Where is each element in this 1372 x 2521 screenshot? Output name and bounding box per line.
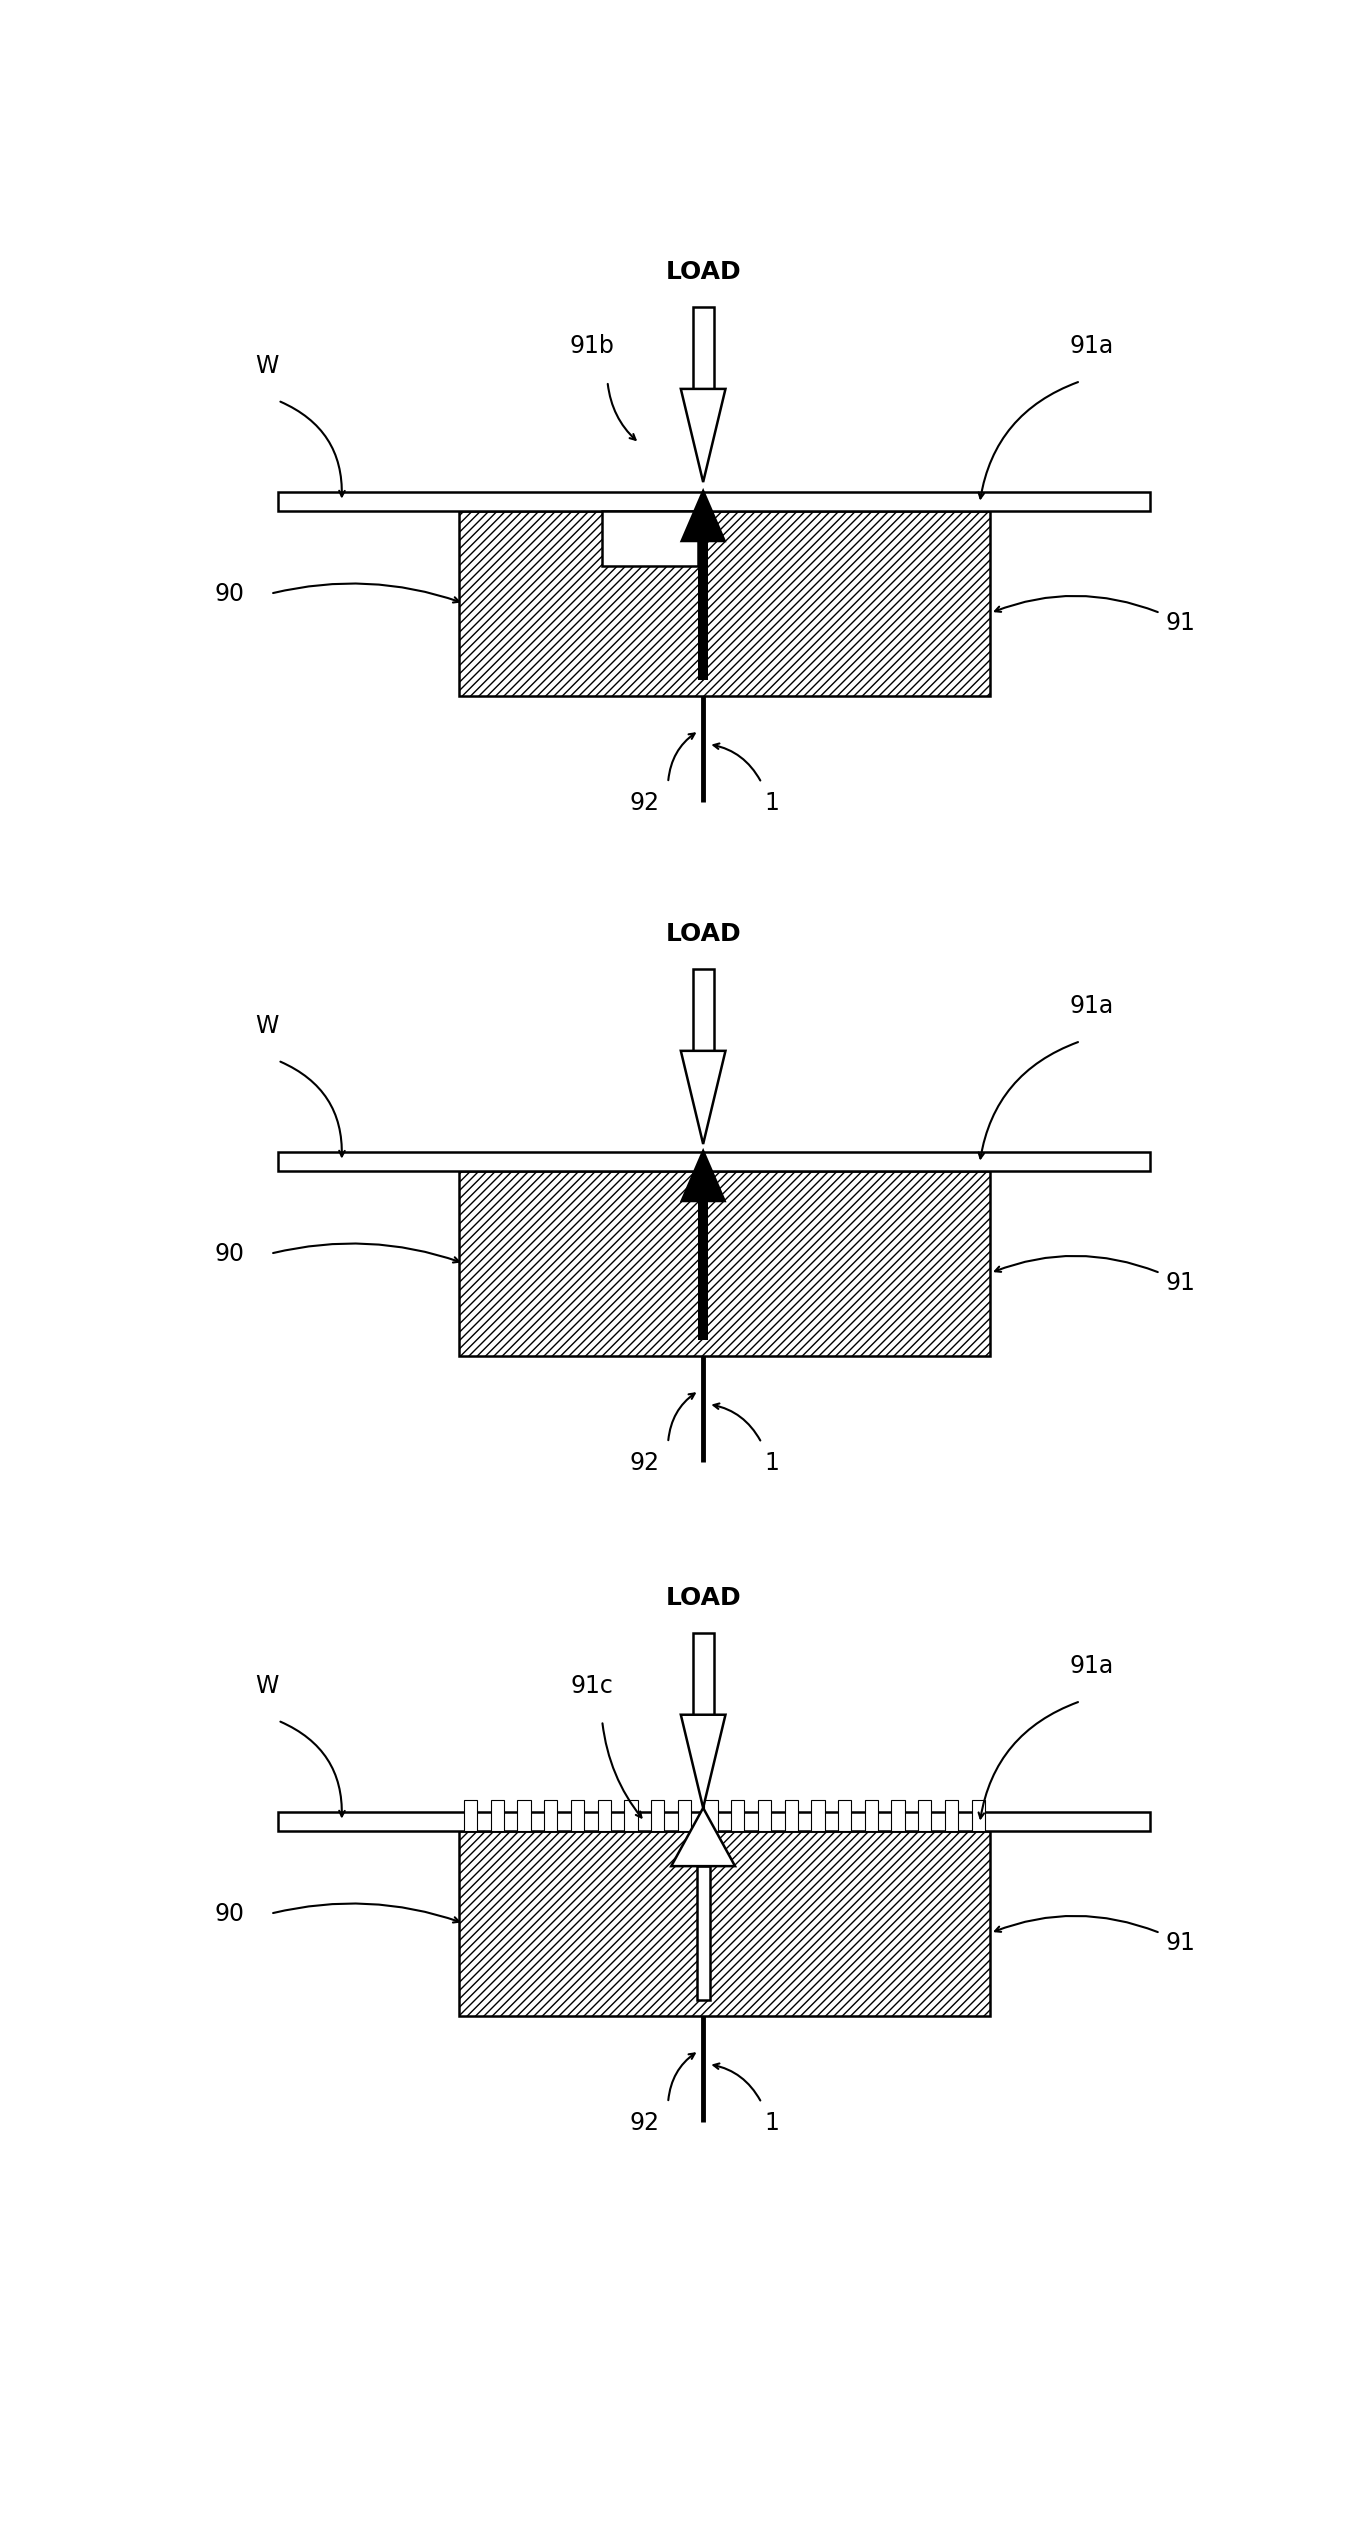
Polygon shape — [671, 1808, 735, 1866]
Bar — [458, 512, 991, 696]
Text: W: W — [255, 1013, 279, 1039]
Bar — [624, 1800, 638, 1830]
Text: LOAD: LOAD — [665, 1586, 741, 1611]
Text: W: W — [255, 353, 279, 378]
Text: 91: 91 — [1166, 1931, 1195, 1954]
Bar — [704, 1800, 718, 1830]
Bar — [464, 1800, 477, 1830]
Bar — [693, 968, 713, 1051]
Text: 1: 1 — [764, 1450, 779, 1475]
Bar — [458, 1172, 991, 1356]
Bar — [458, 1830, 991, 2017]
Bar — [945, 1800, 958, 1830]
Text: 91: 91 — [1166, 1271, 1195, 1296]
Text: LOAD: LOAD — [665, 923, 741, 945]
Bar — [918, 1800, 932, 1830]
Text: 90: 90 — [215, 582, 246, 605]
Text: 91a: 91a — [1070, 993, 1114, 1018]
Bar — [491, 1800, 504, 1830]
Text: W: W — [255, 1674, 279, 1697]
Text: 92: 92 — [630, 2110, 660, 2135]
Bar — [757, 1800, 771, 1830]
Bar — [277, 492, 1150, 512]
Bar — [458, 1172, 991, 1356]
Bar — [602, 512, 698, 565]
Text: 92: 92 — [630, 1450, 660, 1475]
Text: 91b: 91b — [569, 335, 613, 358]
Bar — [277, 1152, 1150, 1172]
Bar — [698, 542, 708, 681]
Bar — [458, 1830, 991, 2017]
Text: 1: 1 — [764, 2110, 779, 2135]
Polygon shape — [681, 1714, 726, 1808]
Bar — [698, 1203, 708, 1341]
Text: 91c: 91c — [571, 1674, 613, 1697]
Polygon shape — [681, 1051, 726, 1145]
Bar — [864, 1800, 878, 1830]
Bar — [517, 1800, 531, 1830]
Bar — [838, 1800, 852, 1830]
Bar — [277, 1813, 1150, 1830]
Text: 90: 90 — [215, 1901, 246, 1926]
Bar — [892, 1800, 904, 1830]
Bar — [693, 308, 713, 388]
Text: 1: 1 — [764, 792, 779, 814]
Bar — [971, 1800, 985, 1830]
Text: 91: 91 — [1166, 610, 1195, 635]
Text: 91a: 91a — [1070, 335, 1114, 358]
Polygon shape — [681, 388, 726, 482]
Text: 90: 90 — [215, 1243, 246, 1266]
Text: 92: 92 — [630, 792, 660, 814]
Polygon shape — [679, 1147, 727, 1203]
Bar — [458, 512, 991, 696]
Bar — [571, 1800, 584, 1830]
Bar — [731, 1800, 745, 1830]
Bar — [678, 1800, 691, 1830]
Bar — [697, 1866, 709, 1999]
Bar — [597, 1800, 611, 1830]
Bar — [693, 1634, 713, 1714]
Bar — [545, 1800, 557, 1830]
Polygon shape — [679, 489, 727, 542]
Text: 91a: 91a — [1070, 1654, 1114, 1679]
Bar — [785, 1800, 799, 1830]
Bar — [650, 1800, 664, 1830]
Text: LOAD: LOAD — [665, 260, 741, 285]
Bar — [811, 1800, 825, 1830]
